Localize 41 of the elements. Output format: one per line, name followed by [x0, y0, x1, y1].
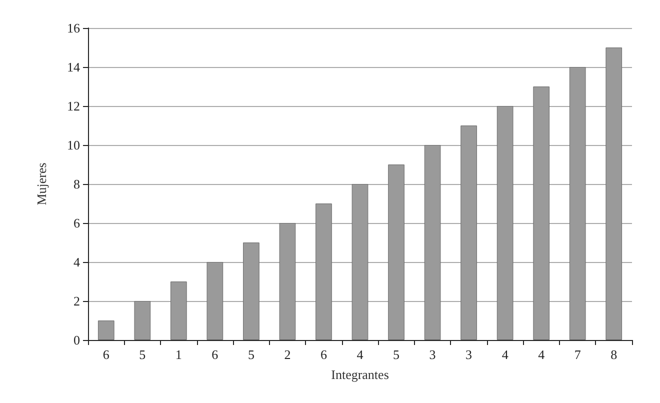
x-tick-label: 6: [102, 347, 110, 362]
bar: [98, 320, 114, 340]
x-tick-label: 1: [175, 347, 182, 362]
y-tick-label: 4: [74, 254, 80, 270]
bar: [496, 106, 514, 340]
bar: [569, 67, 586, 340]
bar: [243, 242, 260, 340]
bar: [352, 184, 368, 340]
x-tick-label: 4: [502, 347, 509, 362]
x-tick-label: 4: [538, 347, 546, 362]
bar: [533, 86, 550, 340]
bar: [460, 126, 477, 340]
y-tick-label: 12: [67, 98, 80, 114]
x-tick-label: 8: [610, 347, 618, 362]
bar: [606, 48, 622, 340]
bar: [134, 301, 151, 340]
y-tick-label: 0: [74, 332, 80, 348]
x-tick-label: 5: [248, 347, 254, 362]
x-tick-label: 7: [574, 347, 582, 362]
bar: [316, 204, 332, 340]
x-tick-label: 3: [429, 347, 436, 362]
y-tick-label: 16: [67, 20, 80, 36]
bar: [170, 282, 187, 340]
bar: [424, 145, 441, 340]
x-tick-label: 3: [466, 347, 472, 362]
y-tick-label: 14: [67, 60, 80, 74]
x-tick-label: 4: [356, 347, 364, 362]
x-tick-label: 5: [139, 347, 146, 362]
bar: [279, 223, 296, 340]
x-axis-title: Integrantes: [331, 367, 389, 382]
x-tick-label: 5: [393, 347, 400, 362]
y-tick-label: 8: [74, 176, 80, 192]
x-tick-label: 2: [284, 347, 291, 362]
x-tick-label: 6: [212, 347, 219, 362]
y-axis-title: Mujeres: [34, 162, 49, 206]
y-tick-label: 2: [74, 294, 80, 308]
y-tick-label: 6: [74, 216, 80, 230]
y-tick-label: 10: [67, 138, 80, 152]
bar: [388, 164, 404, 340]
x-tick-label: 6: [320, 347, 328, 362]
bar: [206, 262, 224, 340]
